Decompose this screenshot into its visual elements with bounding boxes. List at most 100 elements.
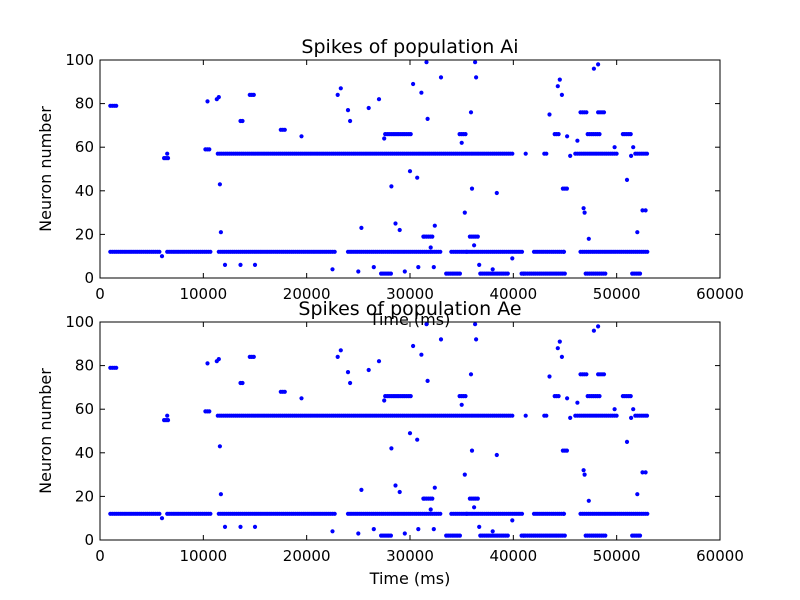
spike-point <box>473 60 478 65</box>
x-tick-label: 20000 <box>283 285 331 303</box>
spike-point <box>407 169 413 174</box>
spike-point <box>338 86 343 91</box>
spike-point <box>601 372 607 377</box>
spike-point <box>468 110 474 115</box>
spike-point <box>472 243 477 248</box>
chart-title: Spikes of population Ae <box>298 298 521 320</box>
spike-group <box>108 322 650 538</box>
spike-point <box>474 337 479 342</box>
x-tick-label: 50000 <box>593 547 641 565</box>
y-tick-label: 100 <box>65 313 94 331</box>
x-tick-label: 40000 <box>489 547 537 565</box>
spike-point <box>282 389 287 394</box>
spike-point <box>407 431 413 436</box>
spike-point <box>397 489 402 495</box>
panel-ae: Spikes of population Ae Time (ms) Neuron… <box>36 298 744 588</box>
spike-point <box>218 492 223 497</box>
y-tick-label: 0 <box>84 269 94 287</box>
spike-point <box>335 354 340 359</box>
spike-point <box>561 511 567 516</box>
spike-point <box>559 92 565 97</box>
spike-point <box>564 186 570 191</box>
y-tick-label: 100 <box>65 51 94 69</box>
spike-point <box>207 147 212 152</box>
spike-point <box>438 511 443 516</box>
spike-point <box>544 413 549 418</box>
spike-point <box>299 134 304 139</box>
spike-point <box>207 409 212 414</box>
spike-point <box>575 400 580 405</box>
spike-point <box>359 225 364 230</box>
spike-point <box>601 110 607 115</box>
spike-point <box>114 103 119 108</box>
spike-point <box>376 359 382 364</box>
spike-point <box>597 132 602 137</box>
spike-point <box>415 437 420 442</box>
spike-point <box>612 145 617 150</box>
spike-point <box>505 271 510 276</box>
plot-frame <box>99 59 721 279</box>
spike-point <box>424 60 429 65</box>
spike-point <box>557 339 562 344</box>
spike-point <box>581 206 586 211</box>
x-axis-label: Time (ms) <box>369 310 451 329</box>
spike-point <box>356 531 361 536</box>
spike-point <box>438 337 444 342</box>
spike-point <box>565 396 570 401</box>
spike-point <box>568 153 573 158</box>
spike-point <box>389 446 394 451</box>
spike-point <box>596 62 601 67</box>
spike-point <box>457 271 462 276</box>
spike-point <box>459 140 464 145</box>
spike-point <box>345 108 351 113</box>
spike-point <box>208 249 213 254</box>
y-tick-label: 60 <box>75 138 94 156</box>
spike-point <box>562 271 567 276</box>
spike-point <box>591 328 597 333</box>
spike-point <box>366 105 371 111</box>
spike-point <box>612 407 617 412</box>
spike-point <box>332 511 337 516</box>
y-tick-label: 40 <box>75 182 94 200</box>
spike-point <box>251 354 256 359</box>
spike-point <box>640 470 645 475</box>
spike-point <box>614 413 619 418</box>
tick-group: 0 10000 20000 30000 40000 50000 60000 0 20 40 60 80… <box>65 51 744 303</box>
spike-point <box>519 511 525 516</box>
spike-point <box>432 485 437 490</box>
spike-point <box>474 75 479 80</box>
spike-point <box>510 518 515 523</box>
x-tick-label: 60000 <box>696 285 744 303</box>
spike-point <box>547 374 552 379</box>
y-tick-label: 0 <box>84 531 94 549</box>
spike-point <box>359 487 364 492</box>
spike-point <box>216 357 221 362</box>
spike-point <box>408 394 413 399</box>
plot-frame <box>99 321 721 541</box>
spike-point <box>544 151 549 156</box>
spike-point <box>459 402 464 407</box>
spike-point <box>159 254 165 259</box>
spike-point <box>282 127 287 132</box>
spike-point <box>240 118 245 124</box>
spike-point <box>432 223 437 228</box>
spike-point <box>419 90 424 95</box>
spike-point <box>425 378 430 383</box>
spike-point <box>157 249 162 254</box>
spike-point <box>428 245 433 250</box>
spike-point <box>345 370 351 375</box>
x-tick-label: 30000 <box>386 547 434 565</box>
spike-point <box>252 262 258 267</box>
spike-point <box>644 413 650 418</box>
spike-point <box>521 271 526 276</box>
spike-point <box>348 118 353 124</box>
spike-point <box>557 77 562 82</box>
x-tick-label: 20000 <box>283 547 331 565</box>
spike-point <box>565 134 570 139</box>
spike-point <box>603 533 608 538</box>
spike-point <box>205 361 210 366</box>
spike-point <box>165 151 170 156</box>
chart-title: Spikes of population Ai <box>301 36 518 58</box>
spike-point <box>473 322 478 327</box>
spike-point <box>494 452 499 458</box>
